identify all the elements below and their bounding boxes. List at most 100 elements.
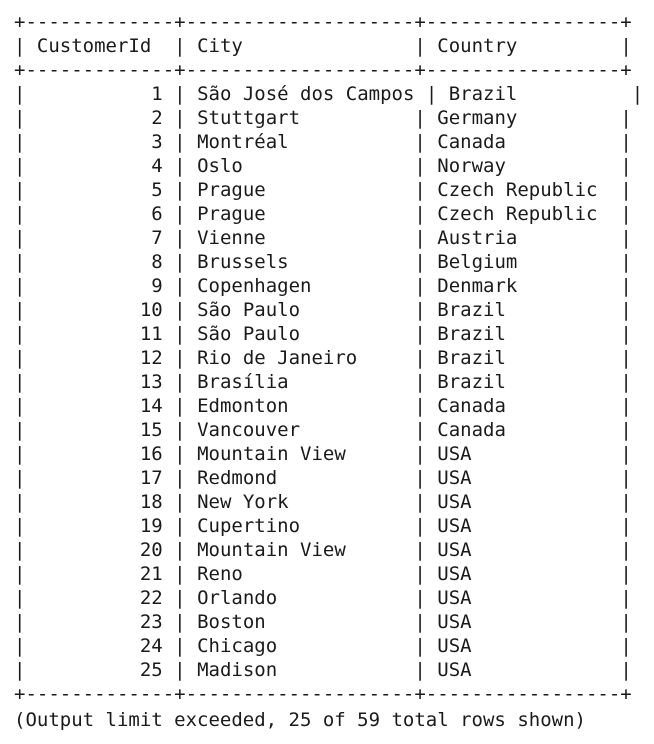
cell-city: Redmond (197, 467, 403, 489)
cell-country: USA (437, 611, 609, 633)
cell-city: Vancouver (197, 419, 403, 441)
cell-city: Stuttgart (197, 107, 403, 129)
cell-city: Boston (197, 611, 403, 633)
table-top-border: +-------------+--------------------+----… (14, 11, 632, 33)
cell-city: Brussels (197, 251, 403, 273)
cell-country: Canada (437, 131, 609, 153)
cell-country: USA (437, 491, 609, 513)
cell-customerid: 13 (36, 371, 163, 393)
cell-country: USA (437, 587, 609, 609)
cell-country: Brazil (437, 299, 609, 321)
cell-customerid: 16 (36, 443, 163, 465)
table-body: | 1 | São José dos Campos | Brazil | | 2 … (14, 82, 643, 682)
table-row: | 1 | São José dos Campos | Brazil | (14, 83, 644, 105)
cell-country: Canada (437, 419, 609, 441)
cell-country: USA (437, 515, 609, 537)
cell-city: Rio de Janeiro (197, 347, 403, 369)
cell-customerid: 21 (36, 563, 163, 585)
column-header-customerid: CustomerId (36, 35, 163, 57)
table-row: | 25 | Madison | USA | (14, 659, 632, 681)
cell-country: Belgium (437, 251, 609, 273)
table-row: | 3 | Montréal | Canada | (14, 131, 632, 153)
table-row: | 10 | São Paulo | Brazil | (14, 299, 632, 321)
cell-city: São José dos Campos (197, 83, 415, 105)
cell-customerid: 5 (36, 179, 163, 201)
cell-city: Edmonton (197, 395, 403, 417)
table-row: | 16 | Mountain View | USA | (14, 443, 632, 465)
column-header-country: Country (437, 35, 609, 57)
cell-city: Vienne (197, 227, 403, 249)
cell-customerid: 8 (36, 251, 163, 273)
cell-city: Copenhagen (197, 275, 403, 297)
cell-customerid: 19 (36, 515, 163, 537)
table-row: | 24 | Chicago | USA | (14, 635, 632, 657)
cell-country: Denmark (437, 275, 609, 297)
cell-customerid: 2 (36, 107, 163, 129)
cell-customerid: 25 (36, 659, 163, 681)
cell-customerid: 12 (36, 347, 163, 369)
cell-country: Brazil (448, 83, 621, 105)
table-row: | 21 | Reno | USA | (14, 563, 632, 585)
cell-city: Prague (197, 203, 403, 225)
table-bottom-border: +-------------+--------------------+----… (14, 683, 632, 705)
cell-country: USA (437, 539, 609, 561)
cell-city: Oslo (197, 155, 403, 177)
table-row: | 14 | Edmonton | Canada | (14, 395, 632, 417)
cell-customerid: 23 (36, 611, 163, 633)
cell-country: USA (437, 467, 609, 489)
cell-customerid: 14 (36, 395, 163, 417)
cell-country: Norway (437, 155, 609, 177)
cell-city: Mountain View (197, 539, 403, 561)
table-header-row: | CustomerId | City | Country | (14, 35, 632, 57)
output-limit-message: (Output limit exceeded, 25 of 59 total r… (14, 709, 586, 731)
cell-country: Brazil (437, 371, 609, 393)
cell-country: Brazil (437, 323, 609, 345)
table-row: | 20 | Mountain View | USA | (14, 539, 632, 561)
table-row: | 9 | Copenhagen | Denmark | (14, 275, 632, 297)
cell-city: Orlando (197, 587, 403, 609)
cell-customerid: 24 (36, 635, 163, 657)
table-row: | 17 | Redmond | USA | (14, 467, 632, 489)
table-row: | 8 | Brussels | Belgium | (14, 251, 632, 273)
table-row: | 19 | Cupertino | USA | (14, 515, 632, 537)
cell-country: USA (437, 635, 609, 657)
table-row: | 4 | Oslo | Norway | (14, 155, 632, 177)
cell-city: Montréal (197, 131, 403, 153)
cell-country: USA (437, 659, 609, 681)
cell-country: Austria (437, 227, 609, 249)
cell-customerid: 6 (36, 203, 163, 225)
cell-customerid: 10 (36, 299, 163, 321)
cell-country: Germany (437, 107, 609, 129)
cell-city: São Paulo (197, 299, 403, 321)
cell-customerid: 3 (36, 131, 163, 153)
cell-country: Canada (437, 395, 609, 417)
cell-customerid: 9 (36, 275, 163, 297)
table-row: | 22 | Orlando | USA | (14, 587, 632, 609)
cell-city: New York (197, 491, 403, 513)
table-row: | 2 | Stuttgart | Germany | (14, 107, 632, 129)
cell-city: São Paulo (197, 323, 403, 345)
table-header-border: +-------------+--------------------+----… (14, 59, 632, 81)
table-row: | 7 | Vienne | Austria | (14, 227, 632, 249)
table-row: | 5 | Prague | Czech Republic | (14, 179, 632, 201)
table-row: | 12 | Rio de Janeiro | Brazil | (14, 347, 632, 369)
cell-city: Madison (197, 659, 403, 681)
cell-customerid: 18 (36, 491, 163, 513)
table-row: | 6 | Prague | Czech Republic | (14, 203, 632, 225)
cell-customerid: 7 (36, 227, 163, 249)
cell-customerid: 15 (36, 419, 163, 441)
cell-city: Mountain View (197, 443, 403, 465)
cell-country: USA (437, 443, 609, 465)
column-header-city: City (197, 35, 403, 57)
table-row: | 18 | New York | USA | (14, 491, 632, 513)
table-row: | 23 | Boston | USA | (14, 611, 632, 633)
cell-country: USA (437, 563, 609, 585)
cell-customerid: 1 (36, 83, 163, 105)
cell-customerid: 4 (36, 155, 163, 177)
console-output: +-------------+--------------------+----… (14, 10, 643, 732)
cell-customerid: 22 (36, 587, 163, 609)
cell-city: Reno (197, 563, 403, 585)
cell-customerid: 11 (36, 323, 163, 345)
cell-country: Brazil (437, 347, 609, 369)
table-row: | 13 | Brasília | Brazil | (14, 371, 632, 393)
